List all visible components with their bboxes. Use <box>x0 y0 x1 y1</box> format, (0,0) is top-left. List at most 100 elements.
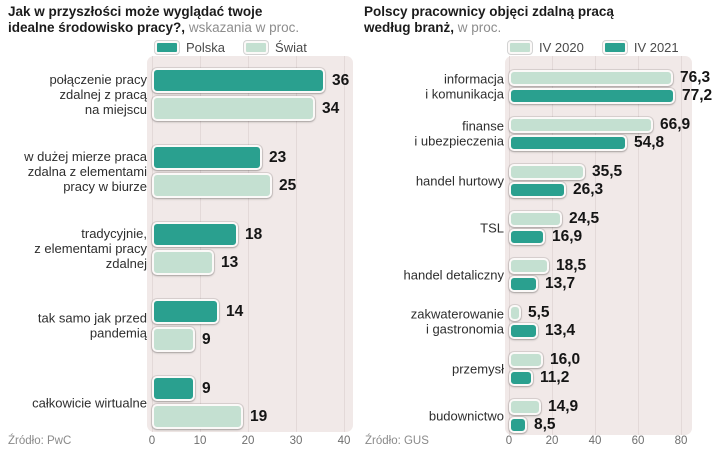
category-label: tak samo jak przed pandemią <box>37 310 147 341</box>
value-label: 35,5 <box>592 163 623 180</box>
bar <box>509 229 545 245</box>
x-axis-tick-label: 20 <box>545 435 559 447</box>
legend-swatch <box>508 40 532 54</box>
bar <box>152 173 272 198</box>
value-label: 19 <box>250 408 268 425</box>
x-axis-tick-label: 40 <box>588 435 602 447</box>
category-label: handel hurtowy <box>415 173 504 189</box>
value-label: 23 <box>269 149 287 166</box>
value-label: 13,7 <box>545 275 576 292</box>
bar <box>152 327 195 352</box>
category-label: zakwaterowanie i gastronomia <box>410 306 504 337</box>
value-label: 16,9 <box>552 228 583 245</box>
value-label: 34 <box>322 100 340 117</box>
bar <box>509 182 566 198</box>
bar <box>509 117 653 133</box>
chart-ideal-work-environment: Jak w przyszłości może wyglądać twoje id… <box>0 4 360 449</box>
category-label: tradycyjnie, z elementami pracy zdalnej <box>34 225 147 272</box>
value-label: 77,2 <box>682 87 713 104</box>
plot-area: informacja i komunikacja 76,3 77,2 finanse … <box>360 56 720 435</box>
grid-line <box>344 56 345 432</box>
bar <box>509 258 549 274</box>
value-label: 8,5 <box>534 416 556 433</box>
x-axis: 0 20 40 60 80 <box>360 435 720 449</box>
legend: Polska Świat <box>155 39 307 55</box>
value-label: 14,9 <box>548 398 579 415</box>
chart-title-text: Jak w przyszłości może wyglądać twoje id… <box>8 4 263 36</box>
value-label: 5,5 <box>528 304 550 321</box>
value-label: 9 <box>202 331 211 348</box>
category-label: w dużej mierze praca zdalna z elementami… <box>24 148 147 195</box>
bar <box>509 135 627 151</box>
value-label: 13 <box>221 254 239 271</box>
bar <box>509 352 543 368</box>
grid-line <box>595 56 596 435</box>
value-label: 25 <box>279 177 297 194</box>
legend-label: IV 2021 <box>633 39 679 55</box>
bar <box>509 211 562 227</box>
category-label: informacja i komunikacja <box>425 71 504 102</box>
legend-item: Świat <box>244 39 307 55</box>
bar <box>509 399 541 415</box>
value-label: 18 <box>245 226 263 243</box>
x-axis-tick-label: 60 <box>631 435 645 447</box>
bar <box>509 70 673 86</box>
value-label: 16,0 <box>550 351 581 368</box>
grid-line <box>552 56 553 435</box>
x-axis-tick-label: 0 <box>505 435 513 447</box>
source-note: Źródło: GUS <box>365 435 429 447</box>
chart-title-text: Polscy pracownicy objęci zdalną pracą we… <box>364 4 614 36</box>
value-label: 14 <box>226 303 244 320</box>
value-label: 66,9 <box>660 116 691 133</box>
bar <box>509 305 521 321</box>
value-label: 18,5 <box>556 257 587 274</box>
source-note: Źródło: PwC <box>8 435 72 447</box>
chart-subtitle-text: w proc. <box>454 20 502 36</box>
bar <box>509 323 538 339</box>
x-axis-tick-label: 40 <box>337 435 351 447</box>
chart-remote-work-by-industry: Polscy pracownicy objęci zdalną pracą we… <box>360 0 720 451</box>
bar <box>509 417 527 433</box>
bar <box>152 96 315 121</box>
grid-line <box>296 56 297 432</box>
x-axis: 0 10 20 30 40 <box>0 435 360 449</box>
legend-label: IV 2020 <box>539 39 584 55</box>
legend-label: Świat <box>275 39 307 55</box>
category-label: całkowicie wirtualne <box>32 394 147 410</box>
category-label: TSL <box>480 220 504 236</box>
bar <box>152 376 195 401</box>
x-axis-tick-label: 20 <box>241 435 255 447</box>
chart-title: Polscy pracownicy objęci zdalną pracą we… <box>364 4 694 37</box>
legend-item: IV 2020 <box>508 39 584 55</box>
category-label: finanse i ubezpieczenia <box>414 118 504 149</box>
grid-line <box>681 56 682 435</box>
bar <box>152 222 238 247</box>
value-label: 54,8 <box>634 134 665 151</box>
bar <box>509 276 538 292</box>
x-axis-tick-label: 80 <box>674 435 688 447</box>
bar <box>152 145 262 170</box>
legend-item: Polska <box>155 39 225 55</box>
value-label: 24,5 <box>569 210 600 227</box>
plot-background <box>505 56 692 435</box>
bar <box>509 370 533 386</box>
legend: IV 2020 IV 2021 <box>508 39 679 55</box>
value-label: 76,3 <box>680 69 711 86</box>
x-axis-tick-label: 0 <box>148 435 156 447</box>
grid-line <box>509 56 510 435</box>
legend-label: Polska <box>186 39 226 55</box>
legend-swatch <box>155 40 179 54</box>
bar <box>152 250 214 275</box>
chart-title: Jak w przyszłości może wyglądać twoje id… <box>8 4 338 37</box>
value-label: 9 <box>202 380 211 397</box>
x-axis-tick-label: 30 <box>289 435 303 447</box>
value-label: 26,3 <box>573 181 604 198</box>
x-axis-tick-label: 10 <box>193 435 207 447</box>
bar <box>509 88 675 104</box>
bar <box>509 164 585 180</box>
legend-item: IV 2021 <box>602 39 679 55</box>
plot-area: połączenie pracy zdalnej z pracą na miej… <box>0 56 360 432</box>
legend-swatch <box>244 40 269 54</box>
bar <box>152 299 219 324</box>
